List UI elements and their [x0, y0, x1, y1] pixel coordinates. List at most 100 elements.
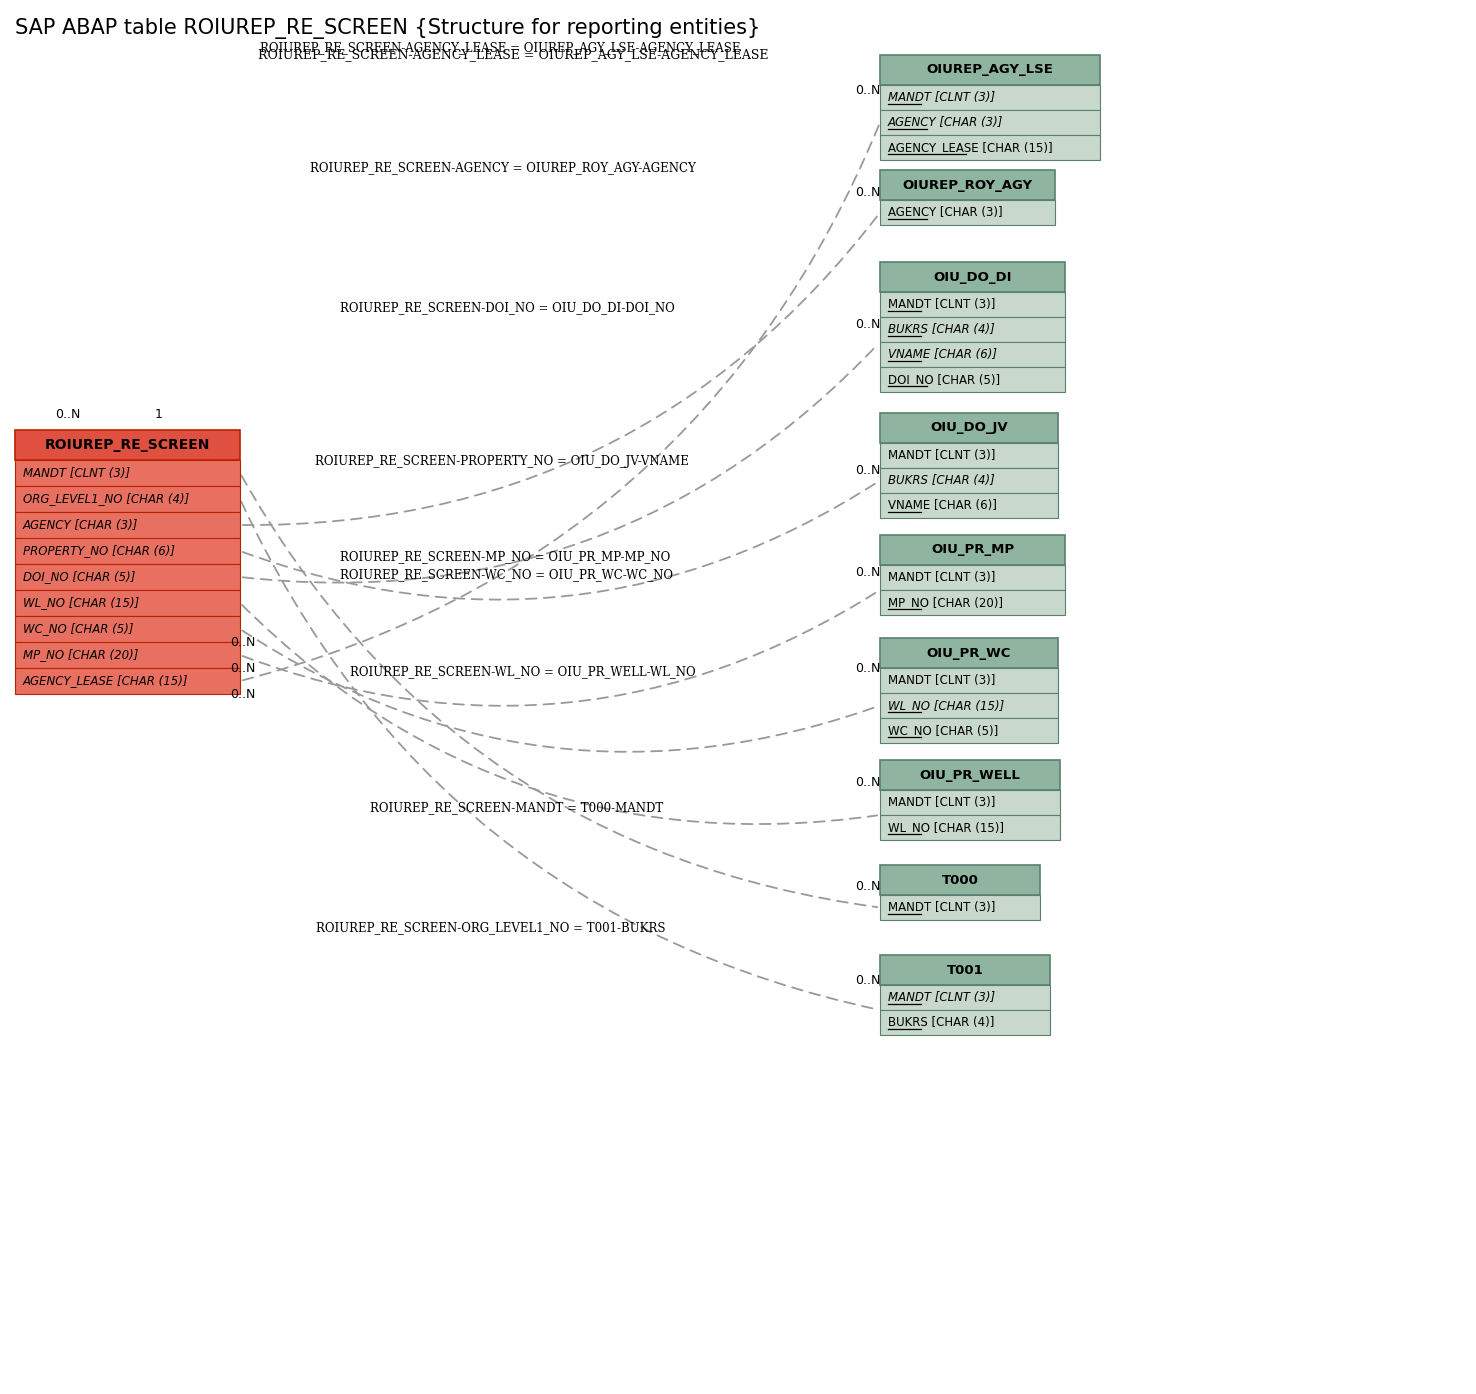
- Bar: [880, 590, 1066, 615]
- Text: 0..N: 0..N: [855, 776, 880, 789]
- Text: WC_NO [CHAR (5)]: WC_NO [CHAR (5)]: [889, 723, 998, 737]
- Text: T000: T000: [942, 874, 979, 887]
- Text: WC_NO [CHAR (5)]: WC_NO [CHAR (5)]: [24, 623, 133, 636]
- Text: AGENCY_LEASE [CHAR (15)]: AGENCY_LEASE [CHAR (15)]: [889, 141, 1052, 153]
- Text: AGENCY [CHAR (3)]: AGENCY [CHAR (3)]: [889, 116, 1004, 130]
- Text: SAP ABAP table ROIUREP_RE_SCREEN {Structure for reporting entities}: SAP ABAP table ROIUREP_RE_SCREEN {Struct…: [15, 18, 760, 39]
- Text: ORG_LEVEL1_NO [CHAR (4)]: ORG_LEVEL1_NO [CHAR (4)]: [24, 492, 189, 506]
- Bar: [880, 367, 1066, 392]
- Text: 0..N: 0..N: [855, 973, 880, 987]
- Bar: [880, 535, 1066, 565]
- Bar: [15, 538, 241, 565]
- Bar: [880, 342, 1066, 367]
- Text: ROIUREP_RE_SCREEN-AGENCY = OIUREP_ROY_AGY-AGENCY: ROIUREP_RE_SCREEN-AGENCY = OIUREP_ROY_AG…: [310, 162, 695, 174]
- Bar: [880, 413, 1058, 443]
- Text: AGENCY_LEASE [CHAR (15)]: AGENCY_LEASE [CHAR (15)]: [24, 675, 189, 687]
- Text: 0..N: 0..N: [855, 881, 880, 894]
- Text: ROIUREP_RE_SCREEN-MANDT = T000-MANDT: ROIUREP_RE_SCREEN-MANDT = T000-MANDT: [370, 802, 663, 814]
- Text: DOI_NO [CHAR (5)]: DOI_NO [CHAR (5)]: [889, 374, 1001, 386]
- Text: VNAME [CHAR (6)]: VNAME [CHAR (6)]: [889, 348, 996, 361]
- Bar: [880, 986, 1049, 1011]
- Text: 0..N: 0..N: [855, 185, 880, 198]
- Text: MANDT [CLNT (3)]: MANDT [CLNT (3)]: [889, 991, 995, 1004]
- Text: ROIUREP_RE_SCREEN-WC_NO = OIU_PR_WC-WC_NO: ROIUREP_RE_SCREEN-WC_NO = OIU_PR_WC-WC_N…: [339, 569, 673, 581]
- Bar: [880, 135, 1100, 160]
- Text: 0..N: 0..N: [855, 84, 880, 96]
- Bar: [880, 262, 1066, 291]
- Text: 0..N: 0..N: [855, 318, 880, 332]
- Bar: [880, 955, 1049, 986]
- Text: 0..N: 0..N: [230, 662, 255, 675]
- Text: OIU_PR_WELL: OIU_PR_WELL: [920, 768, 1020, 782]
- Bar: [880, 718, 1058, 743]
- Bar: [15, 565, 241, 590]
- Text: MANDT [CLNT (3)]: MANDT [CLNT (3)]: [889, 796, 995, 809]
- Bar: [880, 638, 1058, 668]
- Text: MANDT [CLNT (3)]: MANDT [CLNT (3)]: [889, 298, 995, 311]
- Text: T001: T001: [946, 963, 983, 977]
- Text: MANDT [CLNT (3)]: MANDT [CLNT (3)]: [889, 449, 995, 461]
- Bar: [880, 790, 1060, 815]
- Text: OIU_PR_MP: OIU_PR_MP: [931, 544, 1014, 556]
- Text: MANDT [CLNT (3)]: MANDT [CLNT (3)]: [889, 572, 995, 584]
- Text: 1: 1: [155, 408, 162, 421]
- Text: OIUREP_AGY_LSE: OIUREP_AGY_LSE: [927, 64, 1054, 77]
- Text: ROIUREP_RE_SCREEN-DOI_NO = OIU_DO_DI-DOI_NO: ROIUREP_RE_SCREEN-DOI_NO = OIU_DO_DI-DOI…: [339, 301, 675, 315]
- Text: ROIUREP_RE_SCREEN-MP_NO = OIU_PR_MP-MP_NO: ROIUREP_RE_SCREEN-MP_NO = OIU_PR_MP-MP_N…: [339, 551, 670, 563]
- Bar: [880, 693, 1058, 718]
- Bar: [15, 429, 241, 460]
- Bar: [880, 565, 1066, 590]
- Text: PROPERTY_NO [CHAR (6)]: PROPERTY_NO [CHAR (6)]: [24, 545, 176, 558]
- Text: ROIUREP_RE_SCREEN-ORG_LEVEL1_NO = T001-BUKRS: ROIUREP_RE_SCREEN-ORG_LEVEL1_NO = T001-B…: [316, 921, 666, 934]
- Text: VNAME [CHAR (6)]: VNAME [CHAR (6)]: [889, 499, 996, 512]
- Bar: [15, 616, 241, 643]
- Text: MANDT [CLNT (3)]: MANDT [CLNT (3)]: [889, 901, 995, 914]
- Text: ROIUREP_RE_SCREEN-AGENCY_LEASE = OIUREP_AGY_LSE-AGENCY_LEASE: ROIUREP_RE_SCREEN-AGENCY_LEASE = OIUREP_…: [260, 42, 741, 54]
- Text: 0..N: 0..N: [55, 408, 80, 421]
- Text: OIU_DO_JV: OIU_DO_JV: [930, 421, 1008, 435]
- Bar: [15, 487, 241, 512]
- Text: MP_NO [CHAR (20)]: MP_NO [CHAR (20)]: [889, 597, 1004, 609]
- Text: ROIUREP_RE_SCREEN-WL_NO = OIU_PR_WELL-WL_NO: ROIUREP_RE_SCREEN-WL_NO = OIU_PR_WELL-WL…: [350, 665, 695, 679]
- Bar: [880, 85, 1100, 110]
- Bar: [880, 493, 1058, 519]
- Bar: [880, 468, 1058, 493]
- Text: AGENCY [CHAR (3)]: AGENCY [CHAR (3)]: [24, 519, 139, 531]
- Bar: [880, 110, 1100, 135]
- Text: WL_NO [CHAR (15)]: WL_NO [CHAR (15)]: [889, 698, 1004, 712]
- Bar: [880, 815, 1060, 841]
- Text: OIU_PR_WC: OIU_PR_WC: [927, 647, 1011, 659]
- Text: ROIUREP_RE_SCREEN: ROIUREP_RE_SCREEN: [44, 438, 210, 452]
- Bar: [880, 291, 1066, 316]
- Bar: [15, 643, 241, 668]
- Text: ROIUREP_RE_SCREEN-AGENCY_LEASE = OIUREP_AGY_LSE-AGENCY_LEASE: ROIUREP_RE_SCREEN-AGENCY_LEASE = OIUREP_…: [258, 47, 769, 61]
- Bar: [15, 668, 241, 694]
- Text: AGENCY [CHAR (3)]: AGENCY [CHAR (3)]: [889, 206, 1002, 219]
- Bar: [880, 443, 1058, 468]
- Text: 0..N: 0..N: [855, 566, 880, 580]
- Bar: [880, 199, 1055, 224]
- Bar: [15, 512, 241, 538]
- Text: OIUREP_ROY_AGY: OIUREP_ROY_AGY: [902, 178, 1033, 191]
- Bar: [15, 590, 241, 616]
- Bar: [880, 866, 1041, 895]
- Text: 0..N: 0..N: [855, 463, 880, 477]
- Bar: [880, 760, 1060, 790]
- Text: BUKRS [CHAR (4)]: BUKRS [CHAR (4)]: [889, 1016, 995, 1029]
- Text: MANDT [CLNT (3)]: MANDT [CLNT (3)]: [889, 91, 995, 105]
- Bar: [880, 895, 1041, 920]
- Text: MANDT [CLNT (3)]: MANDT [CLNT (3)]: [889, 675, 995, 687]
- Text: ROIUREP_RE_SCREEN-PROPERTY_NO = OIU_DO_JV-VNAME: ROIUREP_RE_SCREEN-PROPERTY_NO = OIU_DO_J…: [314, 456, 689, 468]
- Text: DOI_NO [CHAR (5)]: DOI_NO [CHAR (5)]: [24, 570, 136, 584]
- Text: MP_NO [CHAR (20)]: MP_NO [CHAR (20)]: [24, 648, 139, 662]
- Bar: [880, 316, 1066, 342]
- Text: BUKRS [CHAR (4)]: BUKRS [CHAR (4)]: [889, 323, 995, 336]
- Text: OIU_DO_DI: OIU_DO_DI: [933, 270, 1011, 283]
- Bar: [15, 460, 241, 487]
- Text: 0..N: 0..N: [855, 662, 880, 675]
- Text: 0..N: 0..N: [230, 636, 255, 648]
- Text: BUKRS [CHAR (4)]: BUKRS [CHAR (4)]: [889, 474, 995, 487]
- Bar: [880, 54, 1100, 85]
- Text: 0..N: 0..N: [230, 687, 255, 701]
- Text: MANDT [CLNT (3)]: MANDT [CLNT (3)]: [24, 467, 130, 480]
